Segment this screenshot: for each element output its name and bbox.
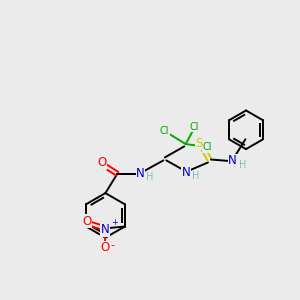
Text: N: N bbox=[182, 167, 190, 179]
Text: N: N bbox=[228, 154, 237, 167]
Text: S: S bbox=[195, 137, 203, 150]
Text: N: N bbox=[136, 167, 145, 180]
Text: Cl: Cl bbox=[160, 126, 169, 136]
Text: O: O bbox=[101, 242, 110, 254]
Text: Cl: Cl bbox=[202, 142, 212, 152]
Text: N: N bbox=[101, 223, 110, 236]
Text: H: H bbox=[238, 160, 246, 170]
Text: O: O bbox=[97, 156, 106, 169]
Text: H: H bbox=[192, 171, 200, 182]
Text: H: H bbox=[146, 172, 154, 182]
Text: Cl: Cl bbox=[190, 122, 199, 132]
Text: +: + bbox=[111, 218, 118, 227]
Text: -: - bbox=[110, 240, 114, 250]
Text: O: O bbox=[82, 215, 92, 228]
